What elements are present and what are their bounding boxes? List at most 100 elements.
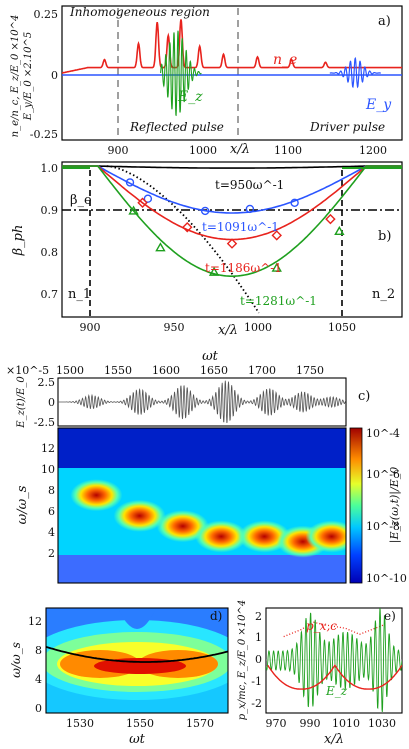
panel-a-letter: a) — [378, 14, 391, 29]
panel-c-top-tick-1600: 1600 — [152, 364, 180, 377]
ez-curve — [160, 30, 202, 117]
panel-b-xtick-900: 900 — [80, 321, 101, 334]
panel-e-ytick-0: 0 — [255, 653, 262, 666]
panel-b: t=950ω^-1 t=1091ω^-1 t=1186ω^-1 t=1281ω^… — [11, 161, 403, 338]
map-ytick-4: 4 — [48, 526, 55, 539]
marker-blue-circle-3 — [245, 204, 255, 214]
colorbar — [349, 427, 363, 584]
panel-a-xtick-900: 900 — [108, 144, 129, 157]
marker-red-diamond-0 — [137, 197, 148, 209]
spectrogram-frame — [57, 427, 347, 584]
panel-d-xtick-1530: 1530 — [66, 717, 94, 730]
panel-a-xtick-1100: 1100 — [274, 144, 302, 157]
panel-c-exp-label: ×10^-5 — [6, 364, 49, 377]
map-ylabel: ω/ω_s — [15, 485, 30, 524]
panel-e-ytick-m2: -2 — [251, 697, 262, 710]
panel-e-frame — [265, 607, 403, 714]
panel-a-driver-annotation: Driver pulse — [309, 120, 385, 134]
marker-green-triangle-1 — [155, 242, 166, 252]
panel-a-xtick-1200: 1200 — [359, 144, 387, 157]
panel-e: e) p_x,c E_z 2 1 0 -1 -2 970 990 1010 10… — [237, 600, 403, 747]
panel-b-ytick-2: 0.9 — [41, 204, 59, 217]
spectrogram-blob-6 — [305, 520, 346, 553]
marker-blue-circle-2 — [200, 206, 210, 216]
cbar-tick-2: 10^-6 — [366, 468, 400, 481]
panel-d-xtick-1570: 1570 — [186, 717, 214, 730]
panel-d-letter: d) — [210, 609, 222, 623]
marker-blue-circle-1 — [143, 194, 153, 203]
signal-ylabel: E_z(t)/E_0 — [16, 376, 27, 429]
panel-a-top-annotation: Inhomogeneous region — [69, 5, 210, 19]
panel-c: ωt ×10^-5 1500 1550 1600 1650 1700 1750 … — [6, 349, 407, 585]
panel-e-letter: e) — [384, 609, 396, 623]
panel-d-xlabel: ωt — [129, 732, 146, 747]
panel-e-ez-trace — [266, 608, 402, 713]
panel-d-xtick-1550: 1550 — [126, 717, 154, 730]
panel-e-xtick-1010: 1010 — [332, 717, 360, 730]
panel-b-xtick-1000: 1000 — [244, 321, 272, 334]
panel-e-xtick-1030: 1030 — [368, 717, 396, 730]
beta-curve-t1281 — [62, 165, 402, 277]
signal-ytick-top: 2.5 — [38, 376, 56, 389]
panel-e-xtick-970: 970 — [266, 717, 287, 730]
marker-green-triangle-3 — [271, 262, 282, 272]
cbar-label: |E_z(ω,t)|/E_0 — [388, 467, 402, 543]
panel-e-ylabel: p_x/mc, E_z/E_0 ×10^4 — [237, 600, 248, 720]
panel-e-xlabel: x/λ — [324, 732, 344, 747]
ey-curve — [329, 56, 381, 89]
map-ytick-10: 10 — [41, 463, 55, 476]
panel-a-xtick-1000: 1000 — [189, 144, 217, 157]
panel-b-ytick-4: 0.7 — [41, 288, 59, 301]
panel-e-red-arcs — [267, 664, 402, 690]
beta-curve-t950 — [62, 165, 402, 169]
panel-b-xlabel: x/λ — [218, 323, 238, 338]
beta-e-label: β_e — [70, 193, 92, 208]
spectrogram-blob-3 — [195, 520, 248, 553]
marker-green-triangle-2 — [208, 266, 220, 276]
n2-label: n_2 — [372, 287, 395, 302]
panel-b-ytick-3: 0.8 — [41, 246, 59, 259]
curve-label-t1091: t=1091ω^-1 — [202, 220, 279, 234]
panel-a-ytick-top: 0.25 — [34, 8, 59, 21]
marker-red-diamond-2 — [226, 238, 238, 249]
marker-blue-circle-0 — [125, 178, 135, 187]
panel-a-ylabel2: E_y/E_0 ×2.10^5 — [23, 32, 34, 122]
panel-b-xtick-1050: 1050 — [328, 321, 356, 334]
signal-ytick-mid: 0 — [48, 396, 55, 409]
beta-curve-t1091 — [62, 165, 402, 214]
panel-c-top-tick-1700: 1700 — [248, 364, 276, 377]
spectrogram-blob-1 — [113, 499, 166, 532]
panel-a-ytick-bottom: -0.25 — [30, 128, 58, 141]
curve-label-t1186: t=1186ω^-1 — [205, 261, 282, 275]
marker-green-triangle-0 — [128, 205, 139, 215]
map-ytick-6: 6 — [48, 505, 55, 518]
panel-d-ytick-4: 4 — [35, 673, 42, 686]
panel-d-ytick-0: 0 — [35, 702, 42, 715]
panel-a-ez-label: E_z — [177, 89, 203, 105]
panel-a-reflected-annotation: Reflected pulse — [129, 120, 224, 134]
signal-trace — [58, 380, 347, 424]
curve-label-t1281: t=1281ω^-1 — [240, 294, 317, 308]
panel-c-letter: c) — [358, 389, 370, 404]
panel-e-ez-label: E_z — [325, 684, 348, 698]
panel-d-frame — [45, 607, 229, 714]
marker-green-triangle-4 — [334, 225, 345, 236]
spectrogram-upper-deep — [58, 428, 346, 468]
panel-c-top-axis-label: ωt — [202, 349, 219, 364]
panel-d-ytick-8: 8 — [35, 644, 42, 657]
spectrogram-blob-0 — [70, 479, 123, 512]
marker-blue-circle-4 — [290, 198, 299, 207]
panel-a-ytick-mid: 0 — [51, 69, 58, 82]
panel-b-frame — [61, 161, 403, 318]
panel-b-letter: b) — [378, 229, 391, 244]
spectrogram-lower-band — [58, 555, 346, 583]
map-ytick-8: 8 — [48, 484, 55, 497]
panel-d-ylabel: ω/ω_s — [9, 642, 23, 678]
cbar-tick-3: 10^-8 — [366, 520, 400, 533]
panel-a-ne-label: n_e — [273, 52, 297, 68]
panel-e-ytick-m1: -1 — [251, 675, 262, 688]
panel-e-ytick-2: 2 — [255, 610, 262, 623]
marker-red-diamond-3 — [271, 230, 282, 241]
map-ytick-12: 12 — [41, 442, 55, 455]
panel-b-ytick-1: 1.0 — [41, 162, 59, 175]
